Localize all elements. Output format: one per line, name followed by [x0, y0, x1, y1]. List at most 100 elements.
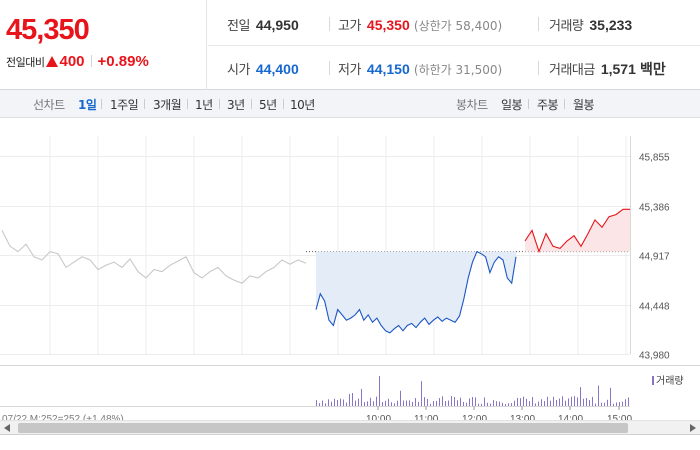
volume-bar — [523, 396, 524, 406]
y-tick-label: 45,855 — [639, 153, 670, 164]
volume-bar — [517, 397, 518, 406]
scroll-thumb[interactable] — [18, 423, 628, 433]
volume-bar — [511, 403, 512, 406]
volume-bar — [439, 398, 440, 406]
y-tick-label: 43,980 — [639, 351, 670, 362]
volume-bar — [562, 396, 563, 406]
divider — [251, 99, 252, 109]
below-prev-fill — [316, 251, 516, 333]
volume-bar — [472, 397, 473, 406]
stat-label: 저가 — [338, 63, 361, 78]
candle-monthly[interactable]: 월봉 — [573, 98, 595, 112]
volume-bar — [349, 394, 350, 406]
volume-bar — [415, 398, 416, 406]
volume-bar — [559, 398, 560, 406]
volume-bar — [442, 396, 443, 406]
candle-weekly[interactable]: 주봉 — [537, 98, 559, 112]
volume-bar — [577, 397, 578, 406]
volume-bar — [607, 399, 608, 406]
scroll-right-icon[interactable] — [690, 424, 696, 432]
volume-legend: 거래량 — [652, 372, 684, 387]
stat-sub: (상한가 58,400) — [413, 19, 503, 33]
volume-bar — [406, 400, 407, 406]
stock-header: 45,350 전일대비 400 +0.89% 전일 44,950 고가 45,350 (… — [0, 0, 700, 90]
volume-bar — [352, 393, 353, 406]
stat-grid: 전일 44,950 고가 45,350 (상한가 58,400) 거래량 35,233… — [208, 0, 700, 90]
volume-bar — [460, 397, 461, 406]
volume-legend-swatch — [652, 376, 654, 385]
volume-bar — [418, 401, 419, 406]
volume-bar — [484, 397, 485, 406]
volume-bar — [493, 400, 494, 406]
divider — [528, 99, 529, 109]
period-1w[interactable]: 1주일 — [110, 98, 139, 112]
volume-bar — [343, 399, 344, 406]
up-triangle-icon — [46, 56, 59, 67]
stat-sub-label: 상한가 — [418, 19, 452, 33]
volume-bar — [451, 396, 452, 406]
volume-bar — [403, 400, 404, 406]
volume-bar — [586, 398, 587, 406]
volume-bar — [556, 400, 557, 406]
volume-bar — [619, 402, 620, 406]
volume-bar — [409, 400, 410, 406]
divider — [0, 434, 700, 435]
stat-value: 45,350 — [366, 17, 410, 33]
volume-bar — [544, 401, 545, 406]
x-tick-label: 14:00 — [558, 414, 583, 420]
volume-bar — [535, 403, 536, 406]
stat-prev-close: 전일 44,950 — [227, 15, 299, 34]
volume-bar — [382, 402, 383, 406]
period-5y[interactable]: 5년 — [259, 98, 277, 112]
volume-bar — [385, 400, 386, 406]
scroll-left-icon[interactable] — [4, 424, 10, 432]
volume-bar — [598, 385, 599, 406]
chart-scrollbar[interactable] — [0, 420, 700, 434]
period-10y[interactable]: 10년 — [290, 98, 315, 112]
volume-bar — [610, 387, 611, 406]
volume-bar — [550, 400, 551, 406]
volume-bar — [616, 402, 617, 406]
period-1d[interactable]: 1일 — [78, 98, 97, 112]
volume-bar — [346, 402, 347, 406]
volume-bar — [316, 400, 317, 406]
change-row: 전일대비 400 +0.89% — [6, 53, 149, 70]
change-label: 전일대비 — [6, 56, 45, 69]
volume-bar — [466, 402, 467, 406]
period-1y[interactable]: 1년 — [195, 98, 213, 112]
stat-volume: 거래량 35,233 — [549, 15, 632, 34]
stat-label: 시가 — [227, 63, 250, 78]
volume-bar — [358, 398, 359, 406]
volume-bar — [328, 399, 329, 406]
period-toolbar: 선차트 1일 1주일 3개월 1년 3년 5년 10년 봉차트 일봉 주봉 월봉 — [0, 90, 700, 118]
volume-bar — [580, 387, 581, 406]
volume-bar — [496, 401, 497, 406]
volume-bar — [571, 396, 572, 406]
y-tick-label: 44,448 — [639, 302, 670, 313]
volume-bar — [541, 399, 542, 406]
above-prev-fill — [525, 209, 630, 252]
stat-value: 1,571 — [600, 61, 636, 77]
stat-open: 시가 44,400 — [227, 59, 299, 78]
volume-bar — [478, 403, 479, 406]
candle-daily[interactable]: 일봉 — [501, 98, 523, 112]
price-summary: 45,350 전일대비 400 +0.89% — [0, 0, 207, 90]
period-3y[interactable]: 3년 — [227, 98, 245, 112]
x-tick-label: 11:00 — [414, 414, 439, 420]
volume-bar — [487, 402, 488, 406]
divider — [101, 99, 102, 109]
stat-sub-value: 58,400 — [455, 19, 498, 33]
volume-bar — [475, 397, 476, 406]
volume-bar — [589, 400, 590, 406]
divider — [90, 55, 92, 67]
volume-bar — [394, 403, 395, 406]
volume-bar — [565, 400, 566, 406]
volume-bar — [367, 401, 368, 406]
period-3m[interactable]: 3개월 — [153, 98, 182, 112]
volume-bar — [397, 400, 398, 406]
volume-bar — [595, 403, 596, 406]
stat-sub: (하한가 31,500) — [413, 63, 503, 77]
volume-bar — [325, 403, 326, 406]
volume-bar — [400, 390, 401, 406]
volume-bar — [538, 401, 539, 406]
